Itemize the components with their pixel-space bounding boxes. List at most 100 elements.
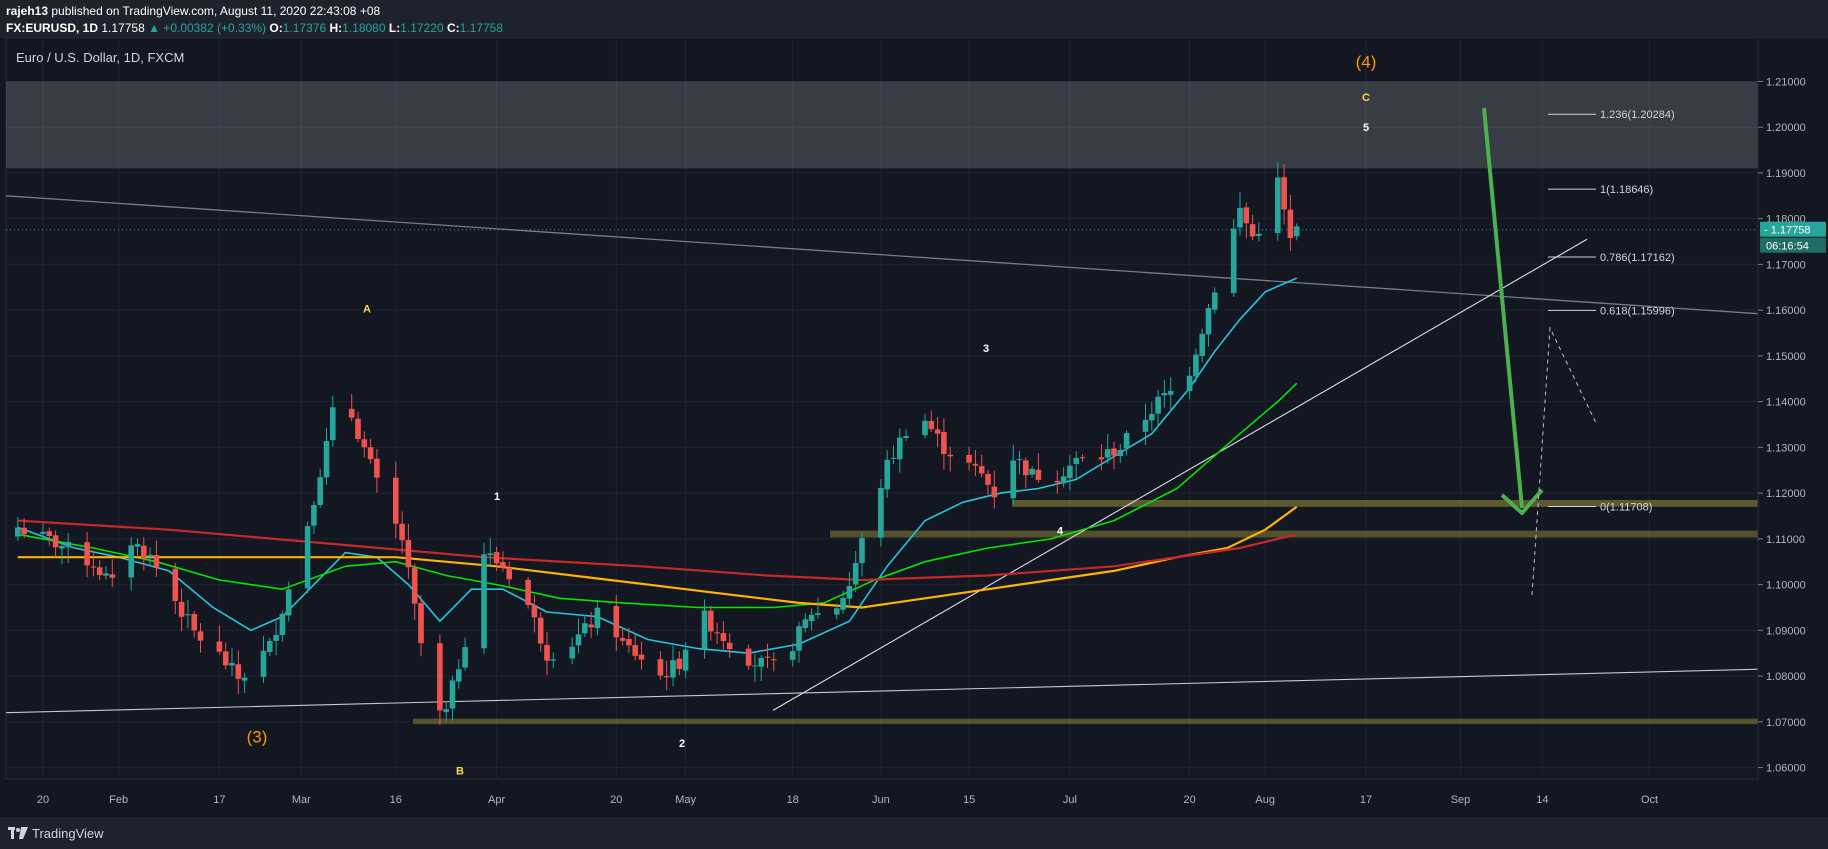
candle-body [229,662,235,666]
time-tick-label: Jun [872,794,890,806]
price-axis-bg [1758,38,1828,817]
countdown-tag [1760,237,1826,253]
candle-body [846,586,853,599]
axes: 1.210001.200001.190001.180001.170001.160… [6,38,1828,817]
candle-body [789,651,796,660]
price-tick-label: 1.15000 [1766,351,1806,363]
candle-body [985,473,991,485]
candle-body [714,632,720,634]
price-tick-label: 1.10000 [1766,580,1806,592]
candle-body [1281,177,1287,210]
candle-body [273,634,279,641]
candle-body [991,486,998,498]
chart-title: Euro / U.S. Dollar, 1D, FXCM [16,50,184,65]
price-tick-label: 1.19000 [1766,168,1806,180]
candle-body [884,459,890,490]
time-tick-label: 18 [787,794,799,806]
fib-levels: 1.236(1.20284) 1(1.18646) 0.786(1.17162) 0.… [1548,109,1675,513]
wave-count-label: 3 [983,343,989,355]
fib-level-label: 0(1.11708) [1600,501,1652,513]
candle-body [418,603,424,644]
candle-body [191,614,197,631]
candle-body [197,631,204,641]
projection-dashed-path [1531,326,1597,596]
candle-body [1149,413,1155,421]
candle-body [1123,432,1130,449]
fib-level-label: 0.618(1.15996) [1600,305,1675,317]
time-tick-label: Jul [1063,794,1077,806]
price-chart[interactable]: (4) (3) C A B 5 1 2 3 4 1.236(1.20284) 1(1.18646) 0… [0,38,1828,817]
candle-body [90,566,97,568]
candle-body [890,457,897,459]
time-tick-label: 20 [610,794,622,806]
candle-body [1073,458,1079,465]
candle-body [285,589,292,616]
candle-body [701,610,708,649]
trendlines [5,195,1761,714]
zone [6,81,1758,169]
ema-mid-line [17,382,1298,609]
ohlc-line: FX:EURUSD, 1D 1.17758 ▲ +0.00382 (+0.33%… [6,21,503,35]
candle-body [758,657,764,667]
candle-body [531,605,538,618]
publisher-user[interactable]: rajeh13 [6,4,49,18]
last-price-tag [1760,221,1826,237]
time-tick-label: 15 [963,794,975,806]
zone [413,718,1758,725]
candle-body [1029,468,1035,475]
candle-body [682,649,689,671]
candle-body [537,617,544,644]
price-tick-label: 1.07000 [1766,717,1806,729]
drawings [6,107,1758,596]
fib-level-label: 1(1.18646) [1600,184,1653,196]
candle-body [663,676,670,678]
candle-body [1205,308,1212,335]
abc-wave-label: C [1362,92,1370,104]
candle-body [361,439,368,448]
candle-body [172,568,179,602]
price-tick-label: 1.14000 [1766,397,1806,409]
time-tick-label: Sep [1451,794,1471,806]
price-tick-label: 1.21000 [1766,76,1806,88]
candle-body [462,647,468,668]
elliott-wave-label: (3) [247,727,268,746]
time-tick-label: Oct [1641,794,1658,806]
wave-count-label: 1 [494,491,500,503]
candle-body [764,656,771,658]
candle-body [897,437,903,460]
wave-count-label: 2 [679,738,685,750]
candle-body [1186,375,1193,392]
candle-body [437,643,443,711]
candle-body [134,544,141,547]
trendline [5,195,1761,315]
candle-body [46,531,53,536]
last-price-tag-label: - 1.17758 [1764,225,1810,237]
candle-body [481,554,487,649]
candle-body [103,573,109,576]
price-tick-label: 1.08000 [1766,671,1806,683]
price-tick-label: 1.16000 [1766,305,1806,317]
price-change: ▲ +0.00382 (+0.33%) [148,21,267,35]
candle-body [279,613,286,635]
green-arrow-head [1500,488,1544,515]
candle-body [21,527,27,535]
time-tick-label: 16 [390,794,402,806]
symbol-label: FX:EURUSD, 1D [6,21,99,35]
time-tick-label: Feb [109,794,128,806]
candle-body [355,418,361,440]
candle-body [311,504,317,526]
candle-body [978,466,985,474]
candle-body [708,610,714,632]
wave-count-label: 4 [1057,525,1064,537]
moving-averages [17,277,1298,655]
brand-name[interactable]: TradingView [32,826,104,841]
trendline [5,668,1761,714]
candle-body [405,540,412,568]
candle-body [771,659,777,661]
candle-body [632,645,638,656]
wave-labels: (4) (3) C A B 5 1 2 3 4 [247,53,1377,778]
candle-body [367,447,374,460]
candle-body [1287,209,1294,239]
price-tick-label: 1.09000 [1766,625,1806,637]
candle-body [972,463,979,466]
